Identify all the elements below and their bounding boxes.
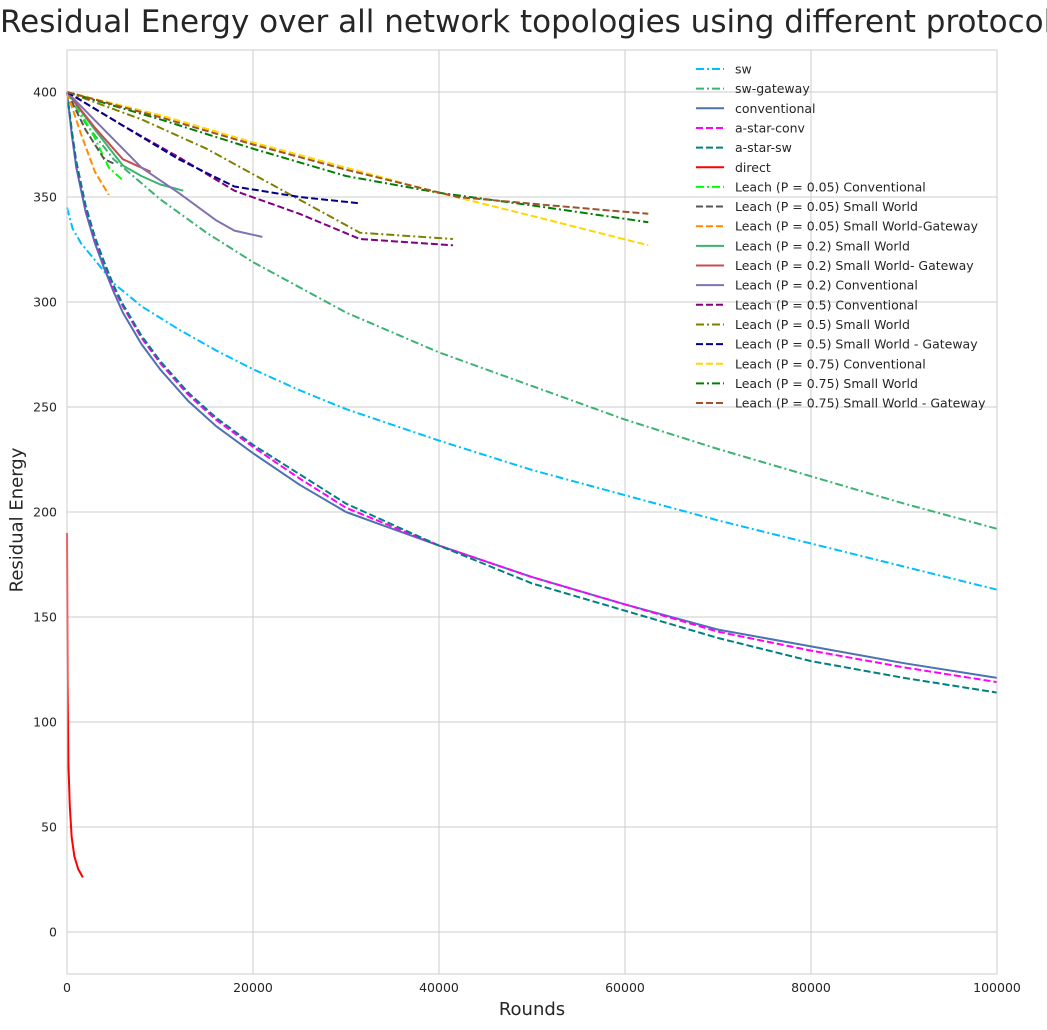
series-line-2 <box>66 91 998 679</box>
legend-item: sw-gateway <box>696 81 810 96</box>
legend-item: a-star-conv <box>696 120 806 135</box>
series-line-14 <box>66 91 361 205</box>
series-line-7 <box>66 91 114 165</box>
series-line-15 <box>66 91 649 247</box>
legend-label: Leach (P = 0.5) Small World <box>735 317 910 332</box>
y-axis: 0 50 100 150 200 250 300 350 400 <box>33 85 57 940</box>
series-line-5 <box>66 532 84 878</box>
legend-label: Leach (P = 0.75) Small World <box>735 376 918 391</box>
legend-item: Leach (P = 0.75) Conventional <box>696 356 926 371</box>
series-line-17 <box>66 91 649 215</box>
y-tick-label: 250 <box>33 400 57 415</box>
legend-label: Leach (P = 0.2) Small World- Gateway <box>735 258 974 273</box>
y-tick-label: 150 <box>33 610 57 625</box>
x-tick-label: 100000 <box>973 980 1021 995</box>
y-tick-label: 400 <box>33 85 57 100</box>
series-line-13 <box>66 91 453 240</box>
legend-label: a-star-sw <box>735 140 792 155</box>
legend-item: Leach (P = 0.2) Conventional <box>696 278 918 293</box>
series-layer <box>66 91 998 878</box>
legend-item: Leach (P = 0.75) Small World <box>696 376 918 391</box>
legend-label: Leach (P = 0.2) Conventional <box>735 278 918 293</box>
legend-item: Leach (P = 0.05) Small World-Gateway <box>696 219 979 234</box>
legend-item: Leach (P = 0.5) Small World <box>696 317 910 332</box>
legend-item: Leach (P = 0.05) Small World <box>696 199 918 214</box>
legend-label: Leach (P = 0.5) Small World - Gateway <box>735 337 978 352</box>
legend-item: Leach (P = 0.5) Small World - Gateway <box>696 337 978 352</box>
legend-item: sw <box>696 62 752 77</box>
x-axis-label: Rounds <box>498 999 566 1020</box>
y-tick-label: 0 <box>49 925 57 940</box>
legend-item: Leach (P = 0.2) Small World- Gateway <box>696 258 974 273</box>
legend-label: Leach (P = 0.05) Small World-Gateway <box>735 219 979 234</box>
y-tick-label: 350 <box>33 190 57 205</box>
plot-frame <box>66 49 998 975</box>
legend-label: Leach (P = 0.05) Small World <box>735 199 918 214</box>
y-tick-label: 300 <box>33 295 57 310</box>
legend-item: a-star-sw <box>696 140 792 155</box>
series-line-8 <box>66 91 110 196</box>
legend: sw sw-gateway conventional a-star-conv a-sta… <box>696 62 986 411</box>
y-tick-label: 100 <box>33 715 57 730</box>
legend-item: Leach (P = 0.05) Conventional <box>696 179 926 194</box>
series-line-4 <box>66 91 998 694</box>
legend-label: Leach (P = 0.2) Small World <box>735 238 910 253</box>
chart-title: Residual Energy over all network topolog… <box>0 4 1047 40</box>
legend-item: conventional <box>696 101 816 116</box>
series-line-10 <box>66 91 152 173</box>
x-tick-label: 0 <box>63 980 71 995</box>
x-tick-label: 80000 <box>791 980 831 995</box>
series-line-9 <box>66 91 184 192</box>
series-line-11 <box>66 91 263 238</box>
y-tick-label: 200 <box>33 505 57 520</box>
legend-label: Leach (P = 0.75) Small World - Gateway <box>735 396 986 411</box>
legend-label: Leach (P = 0.75) Conventional <box>735 356 926 371</box>
series-line-16 <box>66 91 649 224</box>
legend-label: a-star-conv <box>735 120 806 135</box>
y-axis-label: Residual Energy <box>6 447 28 593</box>
legend-item: Leach (P = 0.75) Small World - Gateway <box>696 396 986 411</box>
x-tick-label: 60000 <box>605 980 645 995</box>
legend-item: Leach (P = 0.5) Conventional <box>696 297 918 312</box>
legend-item: direct <box>696 160 771 175</box>
legend-label: direct <box>735 160 771 175</box>
x-tick-label: 40000 <box>419 980 459 995</box>
y-tick-label: 50 <box>41 820 57 835</box>
legend-label: conventional <box>735 101 816 116</box>
legend-label: sw-gateway <box>735 81 810 96</box>
x-axis: 0 20000 40000 60000 80000 100000 <box>63 980 1021 995</box>
legend-item: Leach (P = 0.2) Small World <box>696 238 910 253</box>
legend-label: Leach (P = 0.5) Conventional <box>735 297 918 312</box>
x-tick-label: 20000 <box>233 980 273 995</box>
series-line-1 <box>66 91 998 530</box>
legend-label: sw <box>735 62 752 77</box>
legend-label: Leach (P = 0.05) Conventional <box>735 179 926 194</box>
